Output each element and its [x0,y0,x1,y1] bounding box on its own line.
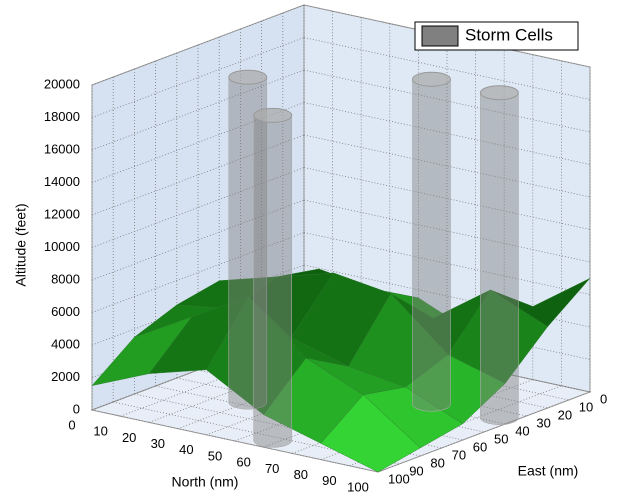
y-tick-label: 90 [409,463,423,478]
x-tick-label: 50 [208,448,222,463]
z-tick-label: 16000 [44,141,80,156]
storm-cell [412,72,450,411]
y-tick-label: 20 [558,407,572,422]
x-tick-label: 0 [68,417,75,432]
legend-label: Storm Cells [465,25,553,44]
storm-cell-top [412,72,450,86]
x-tick-label: 80 [294,467,308,482]
y-tick-label: 40 [515,423,529,438]
chart: Altitude (feet) North (nm) East (nm) 0 20… [0,0,618,496]
storm-cell-top [480,86,518,100]
storm-cell [254,108,292,447]
y-tick-label: 100 [388,471,410,486]
storm-cell-top [229,70,267,84]
x-tick-label: 100 [347,479,369,494]
y-axis-label: East (nm) [518,463,579,479]
x-tick-label: 20 [122,430,136,445]
z-tick-label: 0 [73,401,80,416]
z-tick-label: 18000 [44,109,80,124]
z-tick-label: 10000 [44,239,80,254]
x-tick-label: 10 [93,424,107,439]
x-axis-label: North (nm) [172,474,239,490]
y-tick-label: 0 [600,391,607,406]
y-tick-label: 50 [494,431,508,446]
z-tick-label: 8000 [51,271,80,286]
x-tick-label: 40 [179,442,193,457]
y-tick-label: 70 [452,447,466,462]
x-tick-label: 60 [236,455,250,470]
y-tick-label: 80 [430,455,444,470]
z-tick-label: 20000 [44,76,80,91]
y-tick-label: 60 [473,439,487,454]
storm-cell-top [254,108,292,122]
legend-swatch [422,26,458,46]
x-tick-label: 70 [265,461,279,476]
z-tick-label: 4000 [51,336,80,351]
y-tick-label: 30 [536,415,550,430]
z-axis-label: Altitude (feet) [13,203,29,286]
x-tick-label: 30 [151,436,165,451]
z-tick-label: 14000 [44,174,80,189]
storm-cell [480,86,518,425]
z-tick-label: 2000 [51,369,80,384]
x-tick-label: 90 [322,473,336,488]
z-tick-label: 6000 [51,304,80,319]
y-tick-label: 10 [579,399,593,414]
z-tick-label: 12000 [44,206,80,221]
